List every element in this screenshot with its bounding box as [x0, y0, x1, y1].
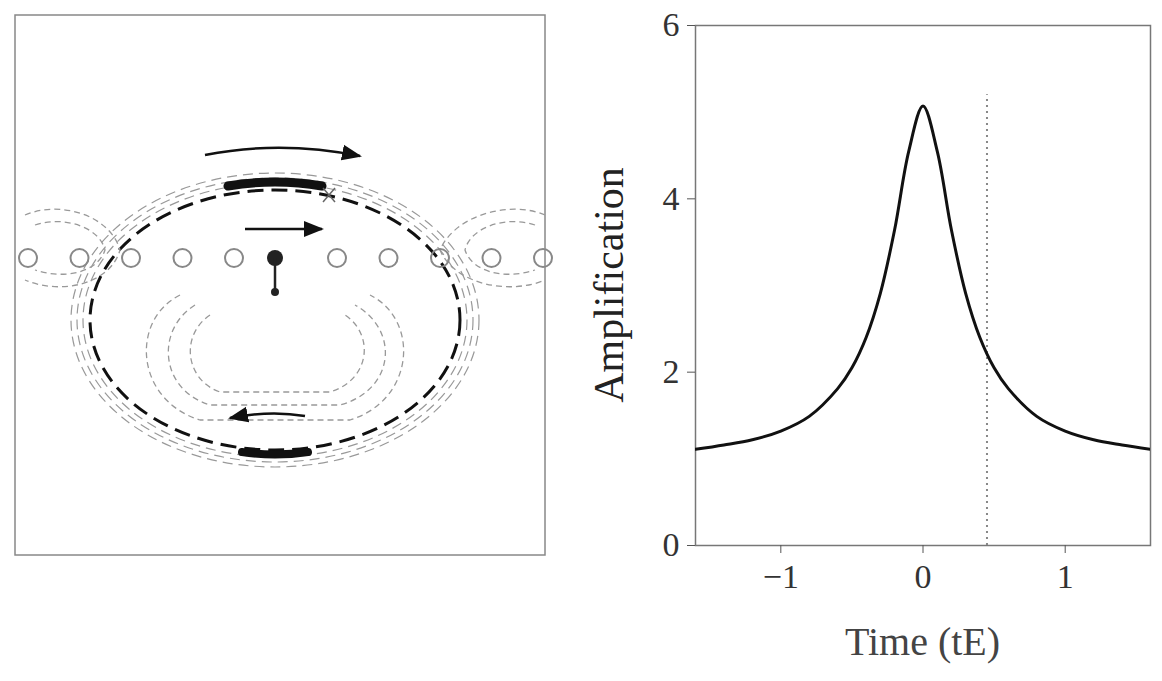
svg-text:6: 6	[663, 6, 680, 43]
svg-text:Amplification: Amplification	[586, 167, 632, 403]
svg-text:0: 0	[915, 558, 932, 595]
svg-text:1: 1	[1057, 558, 1074, 595]
svg-text:Time (tE): Time (tE)	[845, 619, 1000, 664]
svg-text:−1: −1	[763, 558, 799, 595]
svg-text:2: 2	[663, 353, 680, 390]
svg-text:0: 0	[663, 526, 680, 563]
svg-text:4: 4	[663, 180, 680, 217]
